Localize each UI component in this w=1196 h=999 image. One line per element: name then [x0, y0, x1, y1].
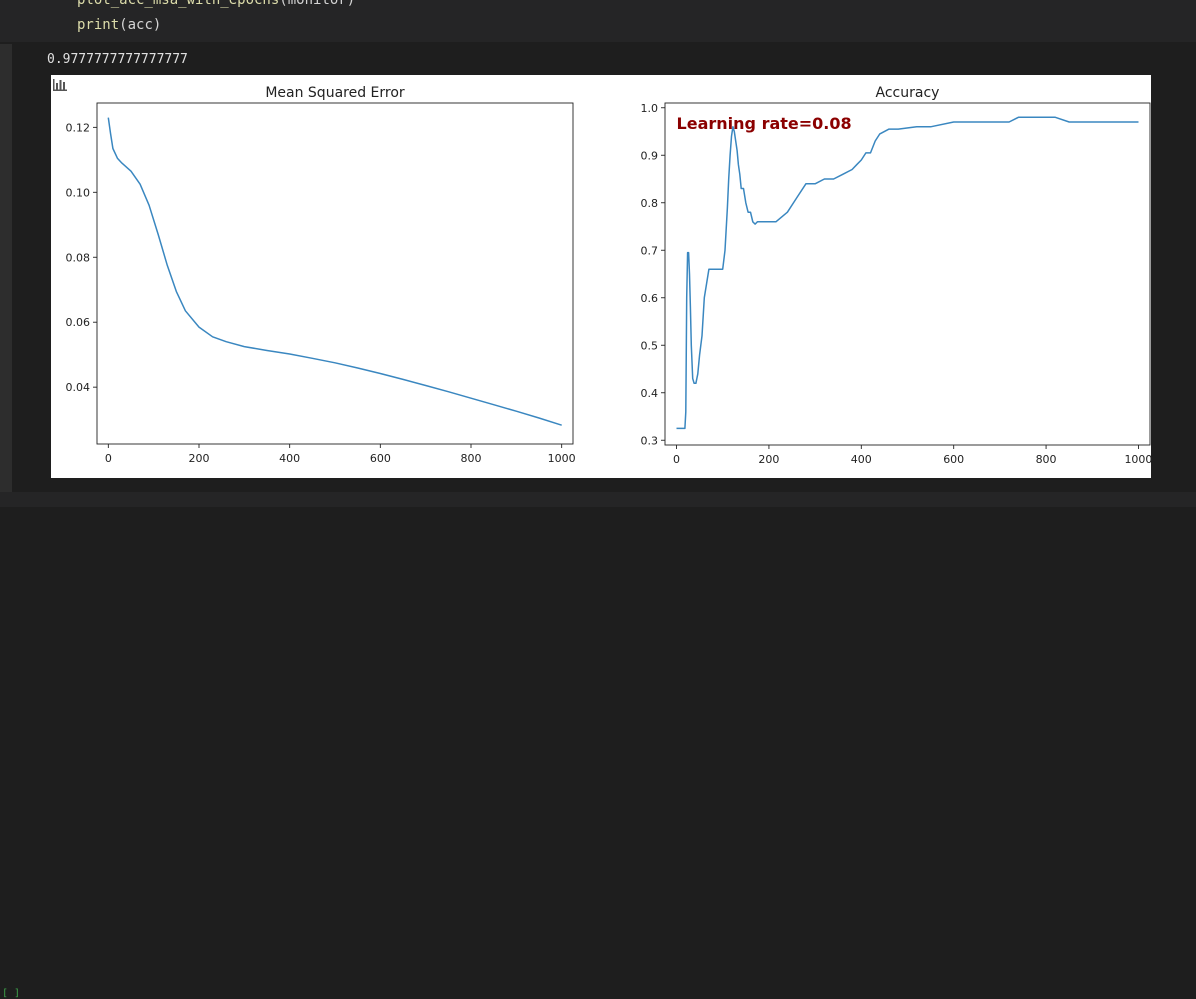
output-gutter: [0, 44, 12, 492]
y-tick-label: 0.12: [66, 121, 91, 134]
plot-viewer-icon[interactable]: [53, 79, 67, 91]
x-tick-label: 600: [370, 452, 391, 465]
y-tick-label: 0.04: [66, 381, 91, 394]
learning-rate-annotation: Learning rate=0.08: [677, 114, 852, 133]
stdout-output: 0.9777777777777777: [47, 52, 188, 67]
x-tick-label: 800: [461, 452, 482, 465]
x-tick-label: 600: [943, 453, 964, 466]
series-line-mse: [107, 117, 562, 426]
y-tick-label: 0.6: [641, 292, 659, 305]
code-line-1-args: (monitor): [279, 0, 356, 8]
y-tick-label: 0.5: [641, 339, 659, 352]
x-tick-label: 1000: [1124, 453, 1151, 466]
code-line-2: print(acc): [77, 17, 161, 33]
y-tick-label: 0.3: [641, 434, 659, 447]
y-tick-label: 0.9: [641, 149, 659, 162]
code-line-1-function: plot_acc_msa_with_epochs: [77, 0, 280, 8]
x-tick-label: 1000: [548, 452, 576, 465]
x-tick-label: 200: [758, 453, 779, 466]
figure-svg: Mean Squared Error 0 200 400 600 800 1000 0.04 0…: [66, 85, 1153, 466]
cell-execution-counter: [ ]: [2, 988, 21, 999]
x-tick-label: 400: [279, 452, 300, 465]
next-cell[interactable]: [ ]: [0, 492, 1196, 999]
y-tick-label: 0.10: [66, 186, 91, 199]
y-tick-label: 0.4: [641, 387, 659, 400]
figure-output: Mean Squared Error 0 200 400 600 800 1000 0.04 0…: [51, 75, 1153, 478]
chart-title-0: Mean Squared Error: [265, 85, 405, 101]
x-tick-label: 400: [851, 453, 872, 466]
y-tick-label: 1.0: [641, 102, 659, 115]
code-line-2-args: (acc): [119, 17, 162, 33]
x-tick-label: 0: [105, 452, 112, 465]
axes-frame-0: [96, 102, 574, 445]
axes-frame-1: [664, 102, 1151, 446]
code-cell[interactable]: plot_acc_msa_with_epochs(monitor) print(…: [0, 0, 1196, 42]
y-tick-label: 0.7: [641, 244, 659, 257]
y-tick-label: 0.08: [66, 251, 91, 264]
y-tick-label: 0.8: [641, 197, 659, 210]
x-tick-label: 200: [189, 452, 210, 465]
code-line-1: plot_acc_msa_with_epochs(monitor): [77, 0, 355, 8]
x-tick-label: 0: [673, 453, 680, 466]
series-line-accuracy: [676, 116, 1139, 430]
chart-title-1: Accuracy: [876, 85, 940, 101]
y-tick-label: 0.06: [66, 316, 91, 329]
code-line-2-function: print: [77, 17, 120, 33]
x-tick-label: 800: [1036, 453, 1057, 466]
